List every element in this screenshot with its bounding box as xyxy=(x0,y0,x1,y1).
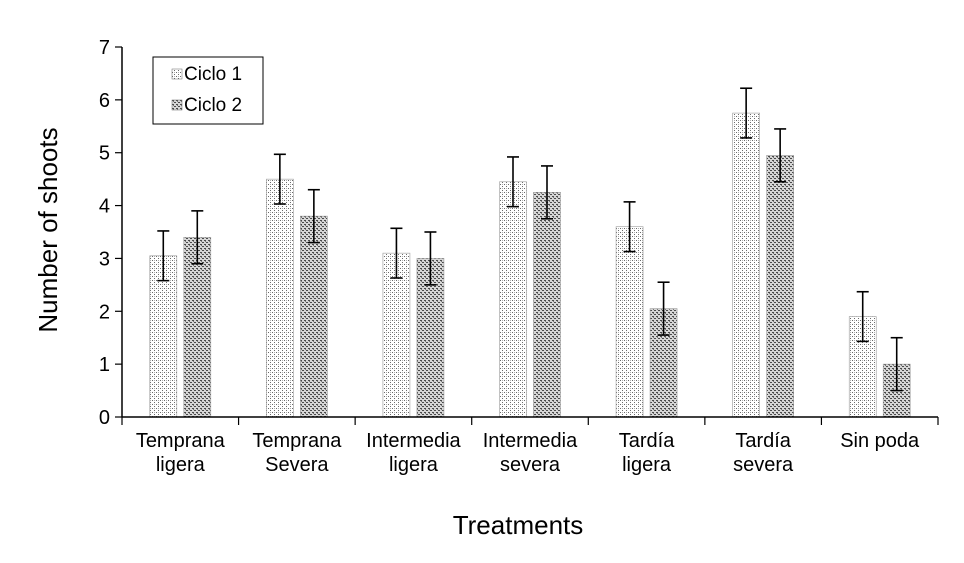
y-tick-label: 0 xyxy=(99,407,110,429)
x-category-label: Intermedia ligera xyxy=(366,430,461,476)
x-category-label: Tardía severa xyxy=(733,430,794,476)
bar-ciclo-2 xyxy=(300,215,328,418)
legend-swatch-ciclo-1 xyxy=(171,68,183,80)
bar-ciclo-1 xyxy=(732,112,760,418)
x-category-label: Temprana Severa xyxy=(252,430,342,476)
y-tick-label: 5 xyxy=(99,143,110,165)
error-bars-group xyxy=(157,87,903,392)
legend-swatch-ciclo-2 xyxy=(171,99,183,111)
bar-ciclo-1 xyxy=(149,255,178,418)
bar-ciclo-1 xyxy=(382,252,411,418)
legend-label-ciclo-1: Ciclo 1 xyxy=(184,64,242,85)
bar-ciclo-2 xyxy=(533,192,561,418)
x-axis-title: Treatments xyxy=(453,510,584,540)
x-category-label: Intermedia severa xyxy=(483,430,578,476)
legend-label-ciclo-2: Ciclo 2 xyxy=(184,95,242,116)
x-axis-ticks: Temprana ligera Temprana Severa Intermedia li… xyxy=(121,417,939,476)
bar-ciclo-1 xyxy=(615,226,644,418)
legend: Ciclo 1 Ciclo 2 xyxy=(152,56,264,125)
y-tick-label: 6 xyxy=(99,90,110,112)
bar-ciclo-1 xyxy=(266,178,294,418)
x-category-label: Sin poda xyxy=(840,430,920,452)
legend-frame xyxy=(152,56,264,125)
y-axis-title: Number of shoots xyxy=(33,127,63,332)
bar-ciclo-2 xyxy=(766,155,794,418)
y-axis-ticks: 0 1 2 3 4 5 6 7 xyxy=(99,37,122,429)
bar-ciclo-2 xyxy=(183,236,212,418)
y-tick-label: 3 xyxy=(99,248,110,270)
x-category-label: Temprana ligera xyxy=(136,430,226,476)
bars-group xyxy=(149,112,911,418)
y-tick-label: 7 xyxy=(99,37,110,59)
bar-ciclo-1 xyxy=(499,181,527,418)
y-tick-label: 1 xyxy=(99,354,110,376)
x-category-label: Tardía ligera xyxy=(619,430,675,476)
y-tick-label: 2 xyxy=(99,301,110,323)
y-tick-label: 4 xyxy=(99,196,110,218)
